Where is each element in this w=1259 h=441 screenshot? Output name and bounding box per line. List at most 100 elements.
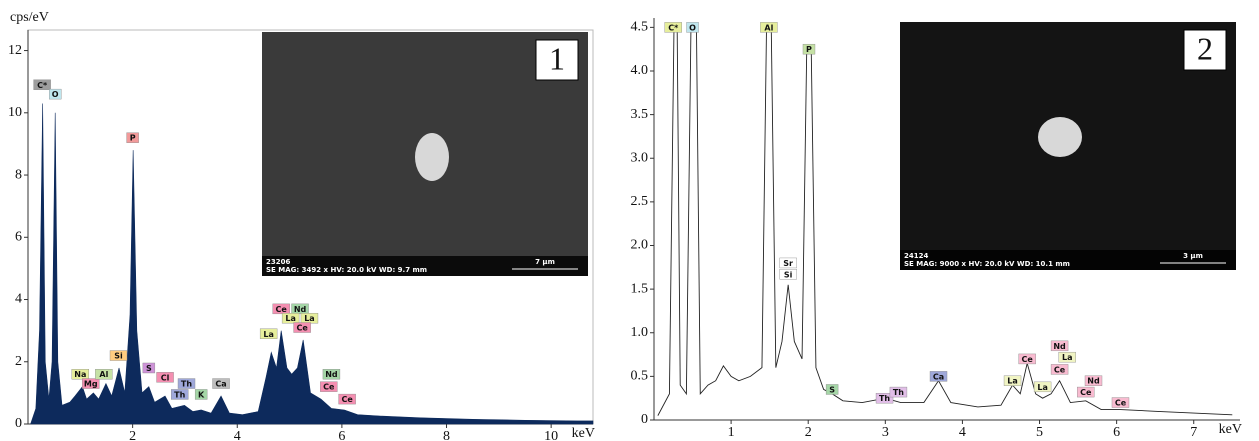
scale-label: 7 µm — [535, 258, 555, 266]
peak-label: Al — [99, 370, 108, 379]
peak-label: Ce — [323, 383, 335, 392]
y-tick-label: 4.5 — [631, 20, 649, 35]
y-tick-label: 1.0 — [631, 325, 649, 340]
peak-label-box — [293, 322, 311, 333]
x-tick-label: 5 — [1036, 425, 1043, 440]
scale-label: 3 µm — [1183, 252, 1203, 260]
y-tick-label: 12 — [8, 43, 22, 58]
x-tick-label: 10 — [544, 429, 558, 441]
peak-label-box — [142, 362, 156, 374]
y-tick-label: 3.0 — [631, 150, 649, 165]
peak-label: C* — [668, 23, 679, 32]
y-tick-label: 10 — [8, 105, 22, 120]
peak-label: Nd — [1053, 342, 1066, 351]
peak-label-box — [825, 384, 839, 395]
peak-label: Mg — [84, 380, 98, 389]
peak-label-box — [875, 392, 894, 404]
y-tick-label: 2.0 — [631, 238, 649, 253]
peak-label-box — [929, 371, 948, 382]
peak-label-box — [1018, 353, 1036, 365]
particle — [1038, 117, 1082, 157]
peak-label-box — [320, 381, 338, 392]
x-tick-label: 1 — [728, 425, 735, 440]
image-caption: SE MAG: 3492 x HV: 20.0 kV WD: 9.7 mm — [266, 266, 427, 274]
x-tick-label: 6 — [1113, 425, 1120, 440]
peak-label-box — [177, 378, 196, 389]
peak-label-box — [272, 303, 290, 315]
y-tick-label: 6 — [15, 229, 22, 244]
peak-label: Si — [114, 352, 123, 361]
peak-label: Ca — [933, 372, 944, 381]
peak-label: La — [285, 314, 296, 323]
peak-label: Ce — [1115, 399, 1127, 408]
x-axis-label: keV — [572, 426, 595, 441]
peak-label: Nd — [325, 370, 338, 379]
peak-label: La — [1062, 353, 1073, 362]
peak-label: Ce — [1054, 365, 1066, 374]
peak-label-box — [338, 393, 356, 405]
peak-label: O — [689, 23, 696, 32]
y-tick-label: 0 — [641, 412, 648, 427]
y-tick-label: 0.5 — [631, 369, 649, 384]
peak-label: Th — [174, 390, 185, 399]
y-tick-label: 1.5 — [631, 281, 649, 296]
peak-label: La — [1007, 377, 1018, 386]
peak-label-box — [109, 350, 128, 361]
peak-label: Nd — [1087, 377, 1100, 386]
panel-number: 1 — [549, 40, 565, 76]
image-caption: SE MAG: 9000 x HV: 20.0 kV WD: 10.1 mm — [904, 260, 1070, 268]
panel-number: 2 — [1197, 30, 1213, 66]
peak-label: S — [146, 364, 152, 373]
peak-label: La — [1037, 383, 1048, 392]
peak-label: O — [52, 90, 59, 99]
y-tick-label: 4 — [15, 292, 22, 307]
particle — [415, 133, 449, 181]
x-tick-label: 7 — [1190, 425, 1197, 440]
image-id: 23206 — [266, 258, 290, 266]
peak-label: K — [198, 390, 205, 399]
spectrum-area — [30, 103, 594, 425]
x-tick-label: 8 — [443, 429, 450, 441]
peak-label-box — [49, 88, 62, 100]
panel-box — [535, 39, 579, 81]
spectrum-line — [657, 22, 1233, 416]
peak-label-box — [171, 389, 189, 400]
y-tick-label: 3.5 — [631, 107, 649, 122]
peak-label: La — [304, 314, 315, 323]
peak-label: S — [829, 385, 835, 394]
peak-label-box — [259, 328, 278, 339]
peak-label: Th — [181, 380, 192, 389]
x-tick-label: 6 — [338, 429, 345, 441]
x-tick-label: 4 — [959, 425, 966, 440]
peak-label-box — [1050, 364, 1069, 375]
peak-label: Th — [893, 388, 904, 397]
peak-label-box — [126, 132, 139, 143]
peak-label-box — [760, 22, 778, 33]
peak-label: Ce — [296, 324, 308, 333]
peak-label-box — [71, 369, 90, 380]
peak-label-box — [212, 378, 230, 389]
peak-label-box — [156, 372, 174, 383]
peak-label-box — [1003, 375, 1022, 386]
peak-label: La — [263, 330, 274, 339]
peak-label: Ce — [341, 395, 353, 404]
peak-label-box — [82, 378, 100, 389]
peak-label-box — [686, 22, 699, 33]
peak-label: Sr — [783, 259, 793, 268]
peak-label-box — [1077, 386, 1095, 398]
image-id: 24124 — [904, 252, 928, 260]
y-tick-label: 0 — [15, 416, 22, 431]
peak-label: Nd — [294, 305, 307, 314]
y-tick-label: 4.0 — [631, 63, 649, 78]
peak-label-box — [664, 22, 682, 33]
peak-label-box — [281, 312, 300, 324]
peak-label: Si — [784, 270, 793, 279]
peak-label-box — [322, 369, 341, 380]
peak-label: Ce — [276, 305, 288, 314]
x-tick-label: 2 — [129, 429, 136, 441]
peak-label-box — [779, 257, 797, 269]
peak-label-box — [291, 303, 309, 315]
peak-label-box — [33, 79, 51, 90]
peak-label-box — [1058, 351, 1076, 363]
